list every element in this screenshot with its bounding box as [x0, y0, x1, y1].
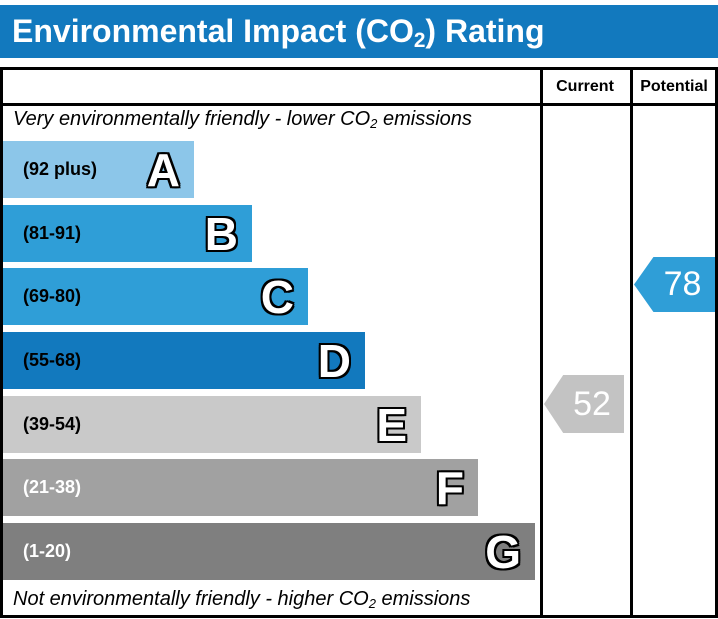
band-letter: C — [260, 270, 294, 323]
band-range-label: (21-38) — [23, 477, 82, 497]
column-header-potential: Potential — [640, 78, 708, 95]
band-range-label: (39-54) — [23, 414, 82, 434]
column-header-current: Current — [556, 78, 614, 95]
top-note: Very environmentally friendly - lower CO… — [13, 102, 472, 136]
band-range-label: (69-80) — [23, 286, 82, 306]
page-title: Environmental Impact (CO2) Rating — [0, 13, 545, 52]
band-letter: G — [485, 525, 521, 578]
band-d: (55-68) D — [3, 332, 365, 389]
band-range-label: (81-91) — [23, 223, 82, 243]
top-note-suffix: emissions — [377, 108, 472, 130]
current-rating-arrow: 52 — [544, 375, 624, 433]
bottom-note-suffix: emissions — [375, 588, 471, 610]
band-g: (1-20) G — [3, 523, 535, 580]
top-note-subscript: 2 — [370, 116, 378, 132]
band-c: (69-80) C — [3, 268, 308, 325]
band-e: (39-54) E — [3, 396, 421, 453]
band-letter: E — [376, 398, 407, 451]
band-f: (21-38) F — [3, 459, 478, 516]
current-rating-value: 52 — [573, 384, 611, 423]
band-letter: A — [146, 143, 180, 196]
page-title-subscript: 2 — [413, 28, 426, 52]
column-divider-potential — [630, 70, 633, 615]
title-bar: Environmental Impact (CO2) Rating — [0, 5, 718, 58]
header-row-divider — [3, 103, 715, 106]
band-b: (81-91) B — [3, 205, 252, 262]
band-range-label: (55-68) — [23, 350, 82, 370]
bottom-note: Not environmentally friendly - higher CO… — [13, 583, 470, 615]
band-range-label: (1-20) — [23, 541, 72, 561]
potential-rating-arrow: 78 — [634, 257, 715, 312]
band-letter: B — [204, 207, 238, 260]
bottom-note-prefix: Not environmentally friendly - higher CO — [13, 588, 369, 610]
band-letter: F — [435, 461, 464, 514]
bottom-note-subscript: 2 — [368, 596, 376, 612]
potential-rating-value: 78 — [663, 265, 702, 303]
page-title-suffix: ) Rating — [425, 13, 545, 49]
band-a: (92 plus) A — [3, 141, 194, 198]
top-note-prefix: Very environmentally friendly - lower CO — [13, 108, 371, 130]
band-letter: D — [317, 334, 351, 387]
rating-table: Current Potential Very environmentally f… — [0, 67, 718, 618]
band-range-label: (92 plus) — [23, 159, 98, 179]
column-divider-current — [540, 70, 543, 615]
page-title-prefix: Environmental Impact (CO — [12, 13, 414, 49]
